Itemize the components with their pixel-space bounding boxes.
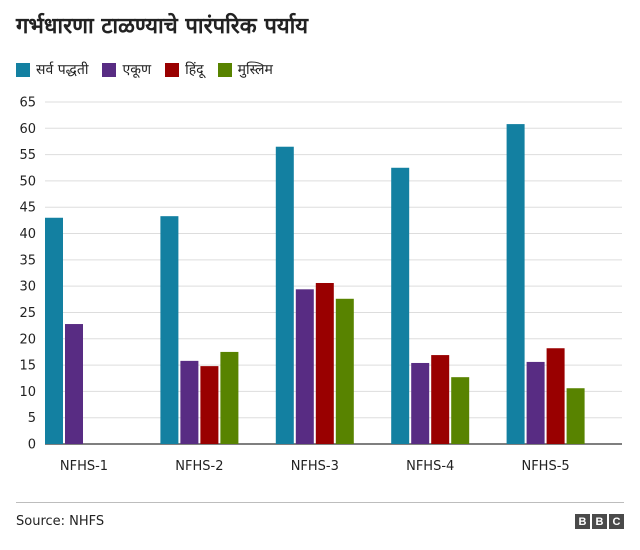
x-tick-label: NFHS-4 bbox=[406, 459, 454, 474]
bar bbox=[546, 348, 565, 444]
y-tick-label: 65 bbox=[19, 96, 36, 111]
legend-swatch bbox=[102, 62, 117, 77]
legend-item: हिंदू bbox=[165, 60, 204, 79]
source-note: Source: NHFS bbox=[16, 514, 105, 529]
logo-letter: B bbox=[575, 514, 590, 529]
y-tick-label: 5 bbox=[28, 411, 36, 426]
legend: सर्व पद्धती एकूण हिंदू मुस्लिम bbox=[16, 60, 287, 79]
bar bbox=[200, 366, 219, 444]
bbc-logo: B B C bbox=[575, 514, 624, 529]
y-tick-label: 0 bbox=[28, 438, 36, 453]
bar bbox=[411, 362, 430, 444]
bar bbox=[220, 351, 239, 444]
y-tick-label: 25 bbox=[19, 306, 36, 321]
legend-item: मुस्लिम bbox=[217, 60, 273, 79]
legend-swatch bbox=[165, 62, 180, 77]
bar bbox=[526, 361, 545, 444]
x-axis: NFHS-1 NFHS-2 NFHS-3 NFHS-4 NFHS-5 bbox=[60, 459, 570, 474]
y-tick-label: 50 bbox=[19, 174, 36, 189]
bar bbox=[65, 324, 83, 444]
legend-label: एकूण bbox=[122, 62, 152, 78]
logo-letter: C bbox=[609, 514, 624, 529]
divider bbox=[16, 502, 624, 503]
y-tick-label: 15 bbox=[19, 359, 36, 374]
bars bbox=[45, 124, 585, 445]
y-tick-label: 60 bbox=[19, 122, 36, 137]
bar bbox=[391, 167, 410, 444]
bar bbox=[566, 388, 585, 444]
x-tick-label: NFHS-2 bbox=[175, 459, 223, 474]
legend-label: मुस्लिम bbox=[237, 62, 273, 78]
chart-title: गर्भधारणा टाळण्याचे पारंपरिक पर्याय bbox=[16, 14, 309, 39]
x-tick-label: NFHS-3 bbox=[291, 459, 339, 474]
bar bbox=[45, 217, 63, 444]
y-tick-label: 10 bbox=[19, 385, 36, 400]
bar bbox=[451, 377, 470, 444]
legend-item: सर्व पद्धती bbox=[16, 60, 88, 79]
bar bbox=[295, 289, 314, 444]
y-axis-ticks: 0 5 10 15 20 25 30 35 40 45 50 55 60 65 bbox=[19, 96, 36, 453]
y-tick-label: 35 bbox=[19, 253, 36, 268]
y-tick-label: 40 bbox=[19, 227, 36, 242]
logo-letter: B bbox=[592, 514, 607, 529]
bar bbox=[275, 146, 294, 444]
x-tick-label: NFHS-5 bbox=[521, 459, 569, 474]
legend-label: सर्व पद्धती bbox=[36, 62, 89, 78]
bar bbox=[160, 216, 179, 444]
legend-swatch bbox=[217, 62, 232, 77]
y-tick-label: 45 bbox=[19, 201, 36, 216]
x-tick-label: NFHS-1 bbox=[60, 459, 108, 474]
y-tick-label: 55 bbox=[19, 148, 36, 163]
bar bbox=[506, 124, 525, 445]
bar bbox=[180, 360, 199, 444]
y-tick-label: 30 bbox=[19, 280, 36, 295]
bar bbox=[335, 298, 354, 444]
bar bbox=[431, 355, 450, 444]
bar bbox=[315, 282, 334, 444]
y-tick-label: 20 bbox=[19, 332, 36, 347]
legend-label: हिंदू bbox=[185, 62, 204, 78]
legend-swatch bbox=[16, 62, 30, 77]
legend-item: एकूण bbox=[102, 60, 151, 79]
